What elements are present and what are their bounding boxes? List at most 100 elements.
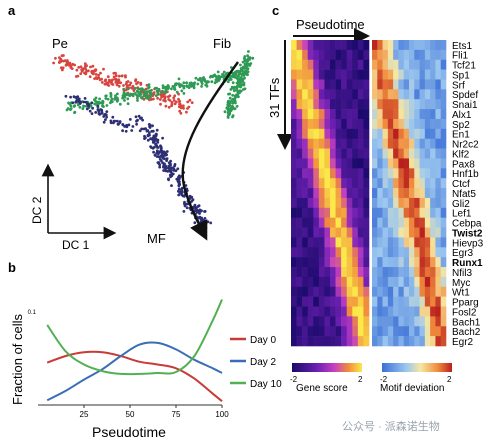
motif-deviation-cell <box>387 148 394 159</box>
gene-score-cell <box>341 276 348 288</box>
gene-score-cell <box>307 79 314 90</box>
motif-deviation-cell <box>393 178 399 189</box>
gene-score-cell <box>324 326 331 337</box>
motif-deviation-cell <box>430 257 436 268</box>
gene-score-cell <box>324 336 331 347</box>
motif-deviation-cell <box>372 69 378 80</box>
gene-score-cell <box>302 138 309 149</box>
gene-score-cell <box>330 207 336 218</box>
mf-cell-point <box>174 169 178 173</box>
gene-score-cell <box>346 276 353 288</box>
motif-deviation-cell <box>393 168 399 179</box>
fib-cell-point <box>101 104 104 108</box>
motif-deviation-cell <box>393 207 399 218</box>
gene-score-cell <box>346 178 353 189</box>
gene-score-cell <box>296 207 303 218</box>
motif-deviation-cell <box>372 59 378 70</box>
gene-score-cell <box>330 306 336 317</box>
fib-cell-point <box>231 115 234 119</box>
motif-deviation-cell <box>414 267 420 278</box>
motif-deviation-cell <box>382 207 389 218</box>
fib-cell-point <box>118 102 122 106</box>
y-axis-label: Fraction of cells <box>10 313 25 405</box>
chart-legend: Day 0 Day 2 Day 10 <box>230 335 282 390</box>
motif-deviation-cell <box>393 188 399 199</box>
motif-deviation-cell <box>440 138 447 149</box>
gene-score-cell <box>318 267 325 278</box>
gene-score-cell <box>291 188 297 199</box>
pe-cell-point <box>167 98 171 101</box>
gene-score-cell <box>307 168 314 179</box>
motif-deviation-cell <box>419 217 426 228</box>
mf-cell-point <box>165 150 169 153</box>
label-mf: MF <box>147 231 166 246</box>
pe-cell-point <box>79 65 83 69</box>
gene-score-cell <box>302 40 309 51</box>
fib-cell-point <box>73 104 77 108</box>
motif-deviation-cell <box>424 336 431 347</box>
gene-score-cell <box>341 49 348 61</box>
gene-score-cell <box>363 227 370 238</box>
gene-score-cell <box>363 326 370 337</box>
pe-cell-point <box>52 61 55 65</box>
tf-label: Wt1 <box>452 288 470 299</box>
gene-score-cell <box>318 217 325 228</box>
motif-deviation-cell <box>387 79 394 90</box>
gene-score-cell <box>341 306 348 317</box>
mf-cell-point <box>104 112 107 116</box>
gene-score-cell <box>363 316 370 327</box>
gene-score-cell <box>352 237 359 248</box>
pe-cell-point <box>68 61 72 65</box>
gene-score-cell <box>352 118 359 130</box>
motif-deviation-cell <box>382 40 389 51</box>
fib-cell-point <box>234 73 238 77</box>
gene-score-cell <box>291 40 297 51</box>
mf-cell-point <box>170 172 174 176</box>
motif-deviation-cell <box>440 267 447 278</box>
motif-deviation-cell <box>435 79 442 90</box>
gene-score-cell <box>302 69 309 80</box>
mf-cell-point <box>183 200 186 204</box>
gene-score-cell <box>335 59 342 70</box>
gene-score-cell <box>324 128 331 140</box>
mf-cell-point <box>144 127 148 131</box>
fib-cell-point <box>94 96 98 100</box>
tf-label: Ctcf <box>452 179 470 190</box>
fib-cell-point <box>226 101 230 105</box>
fib-cell-point <box>217 79 221 82</box>
pe-cell-point <box>114 80 118 84</box>
mf-cell-point <box>155 144 159 148</box>
gene-score-cell <box>330 148 336 159</box>
motif-deviation-cell <box>387 207 394 218</box>
motif-deviation-cell <box>382 158 389 169</box>
motif-deviation-cell <box>430 336 436 347</box>
motif-deviation-cell <box>382 296 389 307</box>
motif-deviation-cell <box>435 158 442 169</box>
gene-score-cell <box>341 326 348 337</box>
motif-deviation-cell <box>419 188 426 199</box>
mf-cell-point <box>146 129 150 132</box>
gene-score-cell <box>296 326 303 337</box>
gene-score-cell <box>335 128 342 140</box>
fib-cell-point <box>95 100 99 104</box>
gene-score-cell <box>341 40 348 51</box>
y-tick-label: 0.1 <box>28 310 37 316</box>
mf-cell-point <box>177 187 181 191</box>
gene-score-cell <box>346 128 353 140</box>
motif-deviation-cell <box>414 207 420 218</box>
motif-deviation-cell <box>414 276 420 288</box>
mf-cell-point <box>76 95 80 99</box>
gene-score-cell <box>324 257 331 268</box>
gene-score-cell <box>346 138 353 149</box>
fib-cell-point <box>231 74 234 78</box>
motif-deviation-cell <box>430 118 436 130</box>
pe-cell-point <box>102 67 105 71</box>
motif-deviation-cell <box>419 59 426 70</box>
motif-deviation-cell <box>387 40 394 51</box>
gene-score-cell <box>335 257 342 268</box>
motif-deviation-cell <box>398 197 405 209</box>
motif-deviation-cell <box>403 128 410 140</box>
pe-cell-point <box>124 82 128 86</box>
motif-deviation-cell <box>393 257 399 268</box>
motif-deviation-cell <box>387 197 394 209</box>
